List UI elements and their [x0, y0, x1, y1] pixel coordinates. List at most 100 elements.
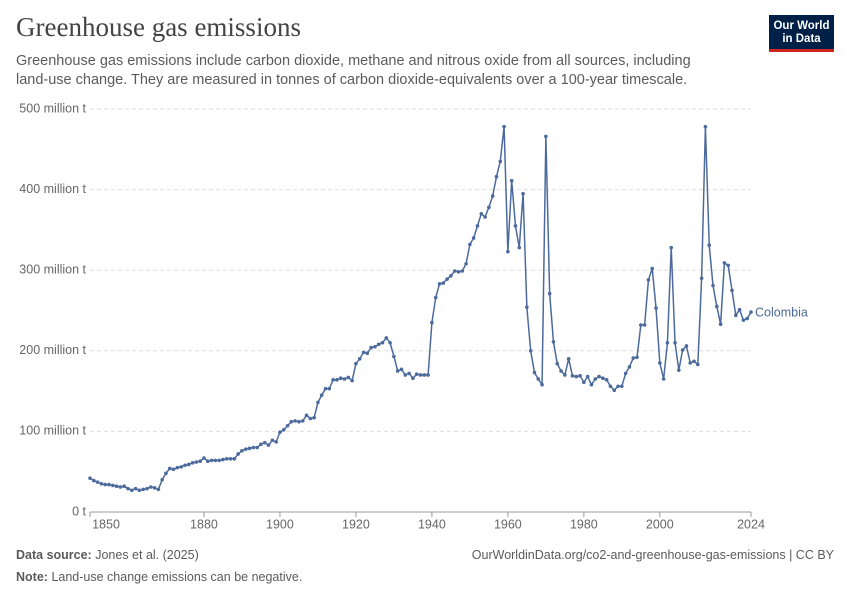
note: Note: Land-use change emissions can be n… [16, 570, 302, 584]
data-point [270, 438, 275, 443]
data-point [498, 159, 503, 164]
data-point [688, 361, 693, 365]
data-point [209, 458, 214, 463]
data-point [278, 430, 282, 435]
data-point [718, 322, 723, 327]
data-point [699, 276, 704, 281]
data-point [403, 373, 408, 377]
data-point [392, 354, 396, 359]
data-point [661, 377, 666, 381]
data-point [563, 373, 567, 377]
data-point [99, 481, 104, 486]
data-point [551, 340, 556, 344]
data-point [665, 340, 670, 345]
data-point [734, 313, 738, 318]
data-point [88, 476, 92, 480]
data-point [737, 307, 742, 312]
data-point [289, 419, 294, 424]
data-point [631, 356, 636, 360]
data-point [646, 278, 651, 282]
data-point [673, 340, 677, 345]
data-point [468, 242, 472, 247]
data-point [171, 467, 176, 472]
data-point [399, 367, 404, 372]
data-point [608, 384, 613, 389]
data-point [506, 249, 510, 254]
data-point [525, 305, 529, 310]
data-point [544, 134, 548, 139]
data-point [186, 462, 191, 467]
data-point [411, 376, 415, 381]
y-tick-label: 100 million t [19, 424, 86, 438]
data-point [357, 357, 362, 361]
data-point [247, 446, 252, 451]
data-point [217, 458, 221, 463]
data-point [585, 374, 590, 379]
x-tick-label: 1880 [190, 517, 218, 531]
data-point [528, 349, 533, 353]
x-tick-label: 1940 [418, 517, 446, 531]
data-point [578, 373, 582, 378]
data-point [430, 320, 434, 325]
data-point [316, 400, 320, 405]
data-point [346, 375, 351, 380]
data-point [376, 342, 381, 347]
data-point [148, 485, 153, 489]
data-point [597, 374, 601, 379]
data-point [297, 419, 301, 424]
data-point [513, 224, 518, 228]
data-point [232, 457, 237, 461]
x-tick-label: 1920 [342, 517, 370, 531]
url[interactable]: OurWorldinData.org/co2-and-greenhouse-ga… [471, 548, 834, 562]
data-point [342, 377, 347, 381]
data-point [555, 361, 560, 366]
x-tick-label: 1960 [494, 517, 522, 531]
logo[interactable]: Our World in Data [769, 15, 834, 52]
data-point [441, 281, 446, 285]
y-tick-label: 400 million t [19, 182, 86, 196]
data-point [741, 318, 746, 322]
data-point [365, 351, 370, 356]
data-point [711, 283, 715, 288]
data-point [475, 224, 480, 228]
data-point [593, 377, 598, 381]
x-tick-label: 2024 [737, 517, 765, 531]
data-point [749, 310, 753, 314]
data-point [335, 378, 339, 382]
source-text: Jones et al. (2025) [95, 548, 199, 562]
data-point [228, 457, 233, 461]
data-point [259, 442, 263, 447]
data-point [361, 350, 366, 355]
data-point [388, 340, 392, 345]
data-point [156, 487, 161, 492]
data-point [517, 245, 522, 250]
data-point [433, 295, 438, 300]
data-point [437, 282, 442, 286]
data-point [118, 485, 123, 489]
data-point [175, 465, 180, 470]
data-point [312, 415, 316, 420]
data-point [331, 378, 335, 382]
data-point [650, 266, 655, 271]
data-point [266, 443, 271, 447]
data-point [677, 368, 681, 372]
series-label: Colombia [755, 305, 808, 319]
data-point [304, 413, 309, 418]
data-point [243, 447, 248, 451]
data-point [654, 306, 658, 310]
data-point [464, 261, 468, 266]
source-label: Data source: [16, 548, 92, 562]
data-point [293, 419, 297, 423]
data-point [574, 374, 579, 379]
data-point [369, 345, 373, 350]
note-text: Land-use change emissions can be negativ… [51, 570, 303, 584]
data-point [122, 484, 126, 489]
data-point [456, 270, 461, 274]
data-point [684, 344, 689, 348]
data-point [536, 377, 541, 381]
y-tick-label: 300 million t [19, 262, 86, 276]
data-point [483, 215, 487, 219]
data-point [103, 482, 107, 487]
data-point [490, 194, 495, 198]
